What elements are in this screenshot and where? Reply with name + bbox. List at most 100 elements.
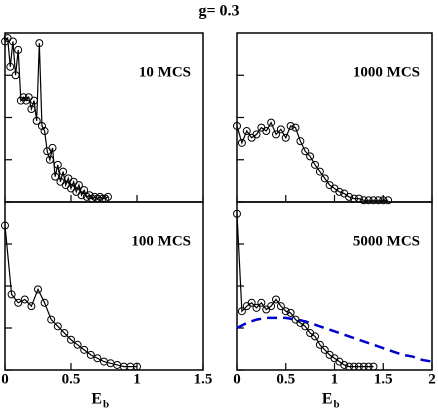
marker (67, 335, 75, 344)
marker (301, 322, 310, 331)
marker (233, 121, 241, 130)
marker (93, 354, 102, 363)
marker (6, 62, 15, 71)
marker (252, 303, 261, 312)
marker (291, 123, 300, 132)
panel-frame (4, 201, 204, 371)
panel-label: 5000 MCS (353, 233, 420, 249)
marker (345, 362, 354, 371)
series-line (4, 36, 109, 200)
x-tick-label: 0.5 (276, 371, 295, 387)
marker (379, 196, 388, 205)
marker (40, 298, 49, 307)
marker (364, 362, 373, 371)
marker (384, 196, 393, 205)
marker (335, 187, 344, 196)
marker (73, 340, 82, 349)
marker (103, 192, 112, 201)
x-tick-label: 1 (331, 371, 339, 387)
marker (53, 322, 62, 331)
marker (257, 298, 266, 307)
marker (369, 362, 378, 371)
x-tick-label: 0 (1, 371, 9, 387)
marker (237, 138, 246, 147)
marker (14, 298, 23, 307)
marker (53, 160, 62, 169)
marker (369, 196, 378, 205)
marker (267, 302, 276, 311)
x-axis-label: E (91, 391, 102, 408)
marker (359, 196, 368, 205)
series-line (4, 225, 137, 368)
marker (301, 147, 310, 156)
panel-label: 10 MCS (139, 64, 191, 80)
marker (350, 362, 358, 371)
marker (20, 295, 29, 304)
series-line (236, 316, 433, 363)
marker (77, 191, 86, 200)
marker (34, 285, 42, 294)
marker (133, 362, 141, 371)
marker (27, 302, 36, 311)
marker (359, 362, 368, 371)
panel-label: 100 MCS (131, 233, 191, 249)
marker (8, 37, 17, 46)
x-axis-label-subscript: b (334, 399, 340, 411)
marker (286, 121, 295, 130)
figure-title: g= 0.3 (198, 3, 239, 20)
x-tick-label: 1.5 (194, 371, 213, 387)
marker (74, 181, 83, 190)
marker (345, 192, 354, 201)
marker (32, 116, 41, 125)
marker (233, 209, 241, 218)
marker (281, 133, 290, 142)
marker (59, 167, 68, 176)
marker (276, 125, 285, 134)
marker (374, 196, 383, 205)
marker (14, 45, 23, 54)
marker (237, 307, 246, 316)
marker (47, 315, 56, 324)
x-axis-label-subscript: b (103, 399, 109, 411)
marker (1, 221, 9, 230)
marker (60, 329, 69, 338)
marker (267, 118, 276, 127)
marker (306, 152, 315, 161)
marker (35, 39, 44, 48)
marker (320, 345, 329, 354)
panel-frame (236, 32, 433, 203)
marker (40, 127, 49, 136)
marker (48, 143, 57, 152)
marker (27, 105, 36, 114)
marker (30, 96, 39, 105)
marker (80, 345, 89, 354)
x-tick-label: 2 (428, 371, 436, 387)
marker (247, 298, 256, 307)
panel-frame (236, 201, 433, 371)
x-tick-label: 0.5 (62, 371, 81, 387)
marker (311, 332, 319, 341)
marker (364, 196, 373, 205)
marker (11, 71, 20, 80)
marker (262, 127, 271, 136)
marker (315, 340, 324, 349)
marker (80, 186, 89, 195)
marker (320, 174, 329, 183)
marker (272, 130, 280, 139)
marker (276, 302, 285, 311)
marker (45, 155, 54, 164)
marker (7, 290, 16, 299)
marker (286, 308, 295, 317)
marker (242, 127, 251, 136)
panel-label: 1000 MCS (353, 64, 420, 80)
marker (51, 172, 60, 181)
x-tick-label: 1 (133, 371, 141, 387)
marker (252, 130, 261, 139)
marker (272, 295, 280, 304)
marker (296, 137, 305, 146)
marker (354, 362, 363, 371)
marker (311, 160, 319, 169)
marker (315, 167, 324, 176)
x-tick-label: 0 (233, 371, 241, 387)
